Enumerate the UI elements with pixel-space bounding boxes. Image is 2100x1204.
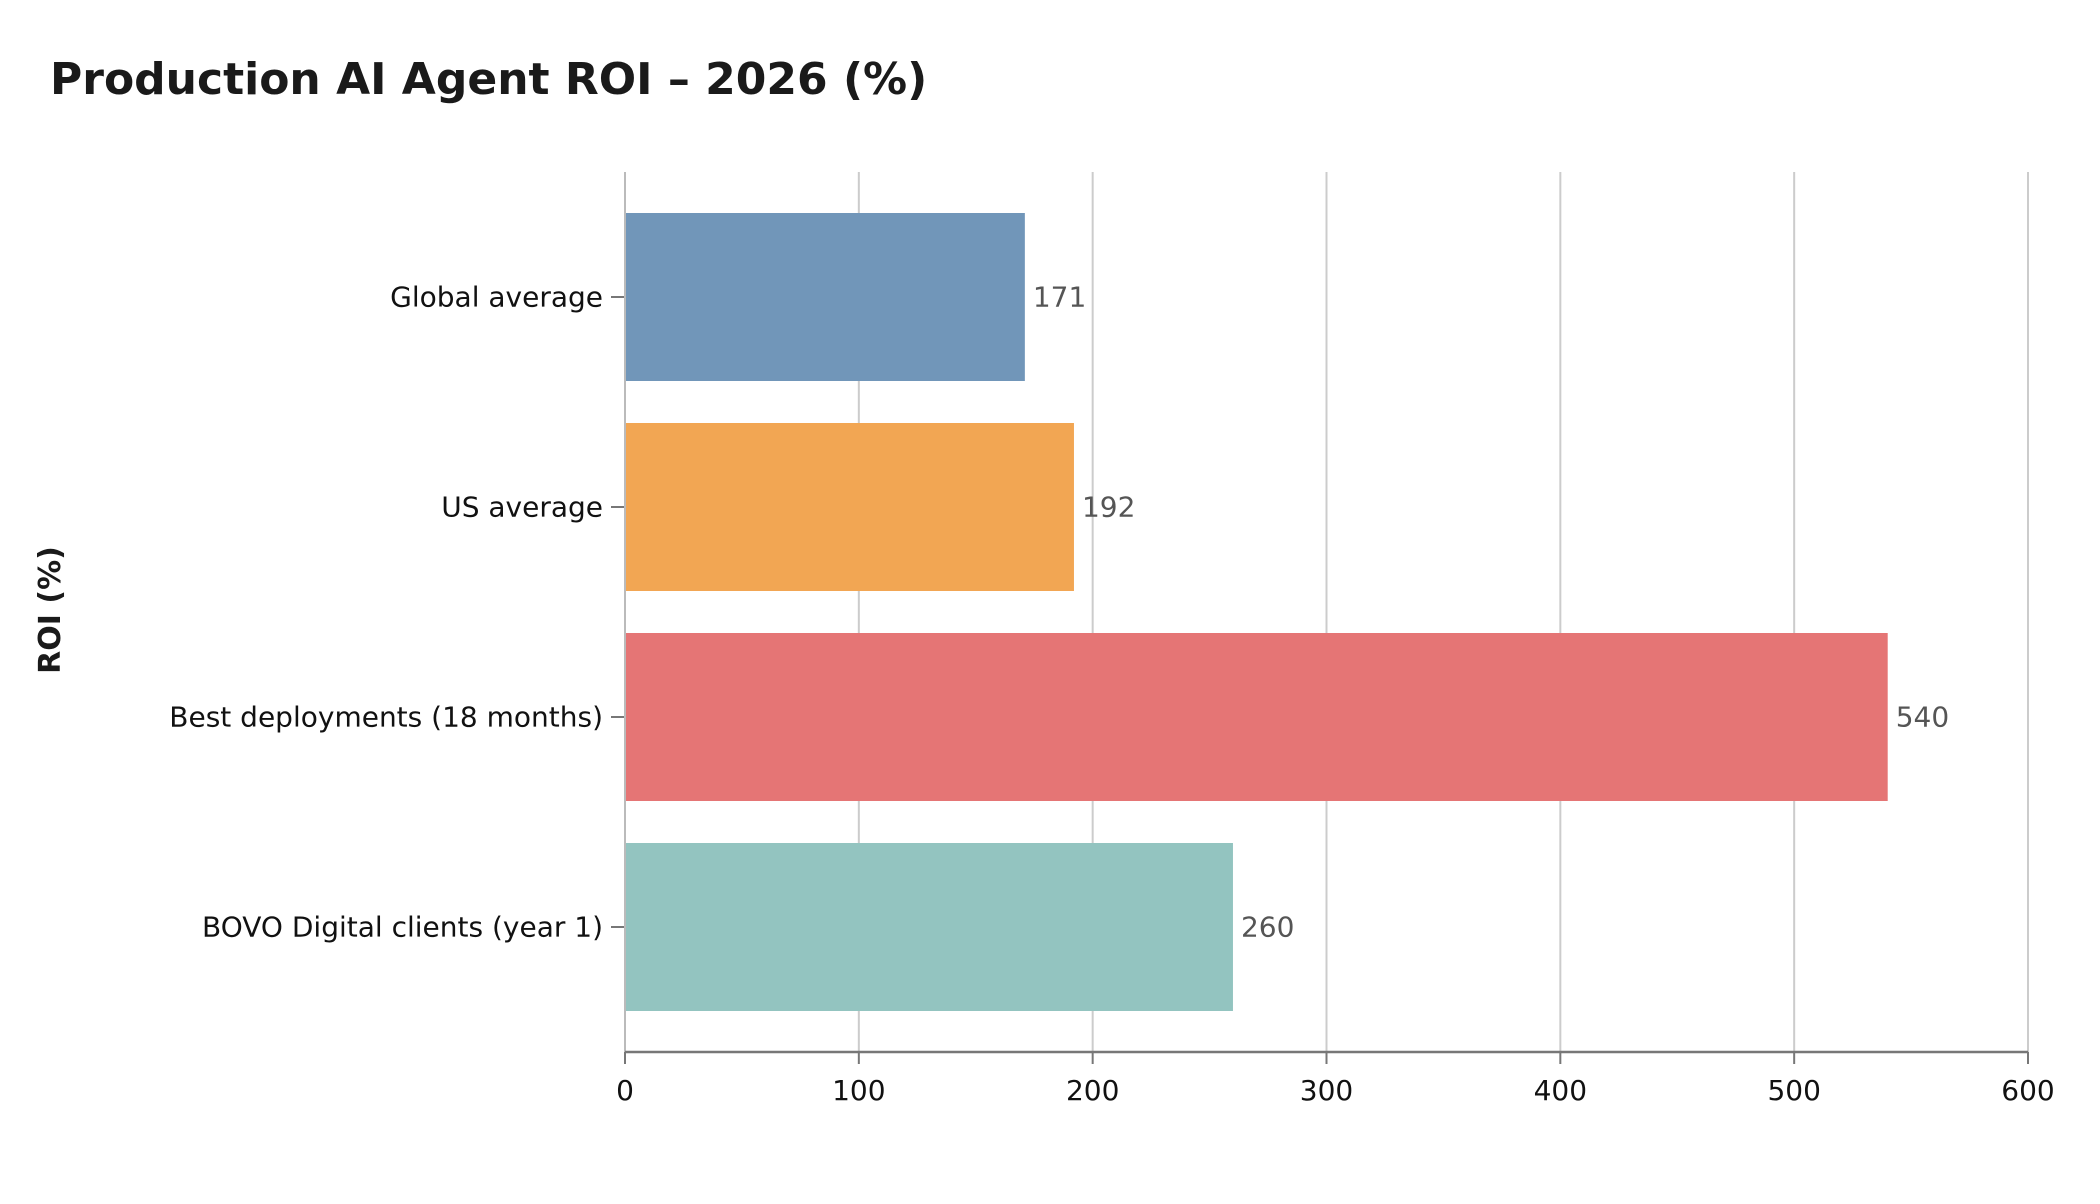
bar-4 bbox=[625, 843, 1233, 1011]
data-label-2: 192 bbox=[1082, 491, 1135, 524]
labels: 171 Global average 192 US average 540 Best de… bbox=[169, 281, 2054, 1108]
x-tick-label-600: 600 bbox=[2001, 1074, 2054, 1107]
category-label-3: Best deployments (18 months) bbox=[169, 701, 603, 734]
x-tick-label-300: 300 bbox=[1300, 1074, 1353, 1107]
bar-1 bbox=[625, 213, 1025, 381]
data-label-1: 171 bbox=[1033, 281, 1086, 314]
x-tick-label-200: 200 bbox=[1066, 1074, 1119, 1107]
x-tick-label-500: 500 bbox=[1767, 1074, 1820, 1107]
category-label-2: US average bbox=[441, 491, 603, 524]
data-label-4: 260 bbox=[1241, 911, 1294, 944]
bar-2 bbox=[625, 423, 1074, 591]
bar-3 bbox=[625, 633, 1888, 801]
x-tick-label-400: 400 bbox=[1534, 1074, 1587, 1107]
x-tick-label-0: 0 bbox=[616, 1074, 634, 1107]
y-axis-title: ROI (%) bbox=[33, 546, 68, 674]
data-label-3: 540 bbox=[1896, 701, 1949, 734]
bars bbox=[625, 213, 1888, 1011]
chart-title: Production AI Agent ROI – 2026 (%) bbox=[50, 54, 927, 105]
axes bbox=[611, 172, 2029, 1064]
x-tick-label-100: 100 bbox=[832, 1074, 885, 1107]
category-label-4: BOVO Digital clients (year 1) bbox=[202, 911, 603, 944]
category-label-1: Global average bbox=[390, 281, 603, 314]
